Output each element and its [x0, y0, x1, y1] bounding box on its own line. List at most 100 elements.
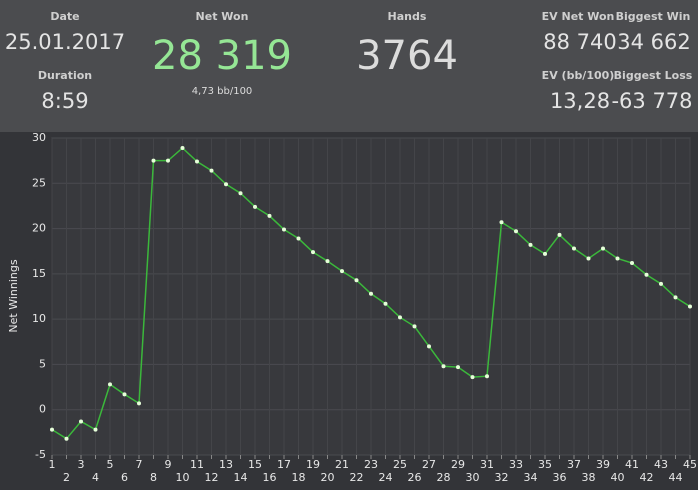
data-point — [485, 374, 489, 379]
x-tick-label: 42 — [640, 471, 654, 484]
data-point — [659, 281, 663, 286]
data-point — [108, 382, 112, 387]
x-tick-label: 13 — [219, 458, 233, 471]
data-point — [93, 427, 98, 432]
data-point — [195, 159, 199, 164]
stat-value: 13,28 — [549, 89, 611, 113]
x-tick-label: 45 — [683, 458, 697, 471]
stat-label: Duration — [37, 69, 93, 82]
x-tick-label: 3 — [78, 458, 85, 471]
data-point — [311, 250, 315, 255]
data-point — [615, 256, 620, 261]
stats-header: Date 25.01.2017 Duration 8:59 Net Won 28… — [0, 0, 698, 132]
x-tick-label: 20 — [321, 471, 335, 484]
data-point — [427, 344, 431, 349]
x-tick-label: 41 — [625, 458, 639, 471]
data-point — [688, 304, 692, 309]
stat-value: 34 662 — [617, 30, 691, 54]
x-tick-label: 2 — [63, 471, 70, 484]
x-tick-label: 32 — [495, 471, 509, 484]
data-point — [528, 242, 533, 247]
data-point — [514, 229, 518, 234]
data-point — [340, 269, 344, 274]
y-tick-label: 25 — [32, 176, 46, 189]
x-tick-label: 18 — [292, 471, 306, 484]
stat-value: 3764 — [356, 33, 458, 79]
data-point — [238, 191, 243, 196]
stat-value: -63 778 — [611, 89, 693, 113]
x-tick-label: 30 — [466, 471, 480, 484]
x-tick-label: 14 — [234, 471, 248, 484]
x-tick-label: 26 — [408, 471, 422, 484]
data-point — [151, 158, 156, 163]
x-tick-label: 44 — [669, 471, 683, 484]
x-tick-label: 4 — [92, 471, 99, 484]
data-point — [166, 158, 170, 163]
x-tick-label: 40 — [611, 471, 625, 484]
data-point — [456, 365, 460, 370]
x-tick-label: 34 — [524, 471, 538, 484]
data-point — [325, 259, 330, 264]
data-point — [499, 220, 504, 225]
data-point — [354, 278, 359, 283]
x-tick-label: 31 — [480, 458, 494, 471]
stat-value: 28 319 — [152, 33, 292, 79]
x-tick-label: 22 — [350, 471, 364, 484]
x-tick-label: 35 — [538, 458, 552, 471]
data-point — [267, 213, 272, 218]
x-tick-label: 16 — [263, 471, 277, 484]
data-point — [253, 204, 257, 209]
data-point — [369, 291, 373, 296]
data-point — [586, 256, 591, 261]
x-tick-label: 27 — [422, 458, 436, 471]
data-point — [441, 364, 446, 369]
data-point — [79, 419, 83, 424]
x-tick-label: 39 — [596, 458, 610, 471]
stat-value: 25.01.2017 — [4, 30, 126, 54]
stat-label: EV Net Won — [541, 10, 615, 23]
x-tick-label: 28 — [437, 471, 451, 484]
data-point — [630, 260, 634, 265]
data-point — [543, 251, 547, 256]
data-point — [398, 315, 402, 320]
y-tick-label: 30 — [32, 132, 46, 144]
x-tick-label: 11 — [190, 458, 204, 471]
data-point — [644, 272, 649, 277]
x-tick-label: 5 — [107, 458, 114, 471]
x-tick-label: 21 — [335, 458, 349, 471]
y-tick-label: -5 — [35, 448, 46, 461]
x-tick-label: 43 — [654, 458, 668, 471]
x-tick-label: 23 — [364, 458, 378, 471]
x-tick-label: 12 — [205, 471, 219, 484]
data-point — [224, 182, 228, 187]
x-tick-label: 33 — [509, 458, 523, 471]
data-point — [50, 427, 54, 432]
data-point — [296, 236, 301, 241]
x-tick-label: 7 — [136, 458, 143, 471]
x-tick-label: 37 — [567, 458, 581, 471]
y-tick-label: 0 — [39, 403, 46, 416]
x-tick-label: 10 — [176, 471, 190, 484]
x-tick-label: 25 — [393, 458, 407, 471]
x-tick-label: 8 — [150, 471, 157, 484]
data-point — [122, 392, 127, 397]
stat-value: 8:59 — [41, 89, 89, 113]
x-tick-label: 29 — [451, 458, 465, 471]
data-point — [180, 145, 185, 150]
x-tick-label: 1 — [49, 458, 56, 471]
y-tick-label: 20 — [32, 222, 46, 235]
x-tick-label: 19 — [306, 458, 320, 471]
stat-label: Date — [50, 10, 80, 23]
data-point — [383, 301, 388, 306]
x-tick-label: 36 — [553, 471, 567, 484]
y-axis-label: Net Winnings — [7, 259, 20, 332]
data-point — [572, 246, 576, 251]
data-point — [601, 246, 605, 251]
data-point — [412, 324, 417, 329]
y-tick-label: 10 — [32, 312, 46, 325]
stat-label: Hands — [387, 10, 427, 23]
x-tick-label: 6 — [121, 471, 128, 484]
x-tick-label: 24 — [379, 471, 393, 484]
y-tick-label: 15 — [32, 267, 46, 280]
